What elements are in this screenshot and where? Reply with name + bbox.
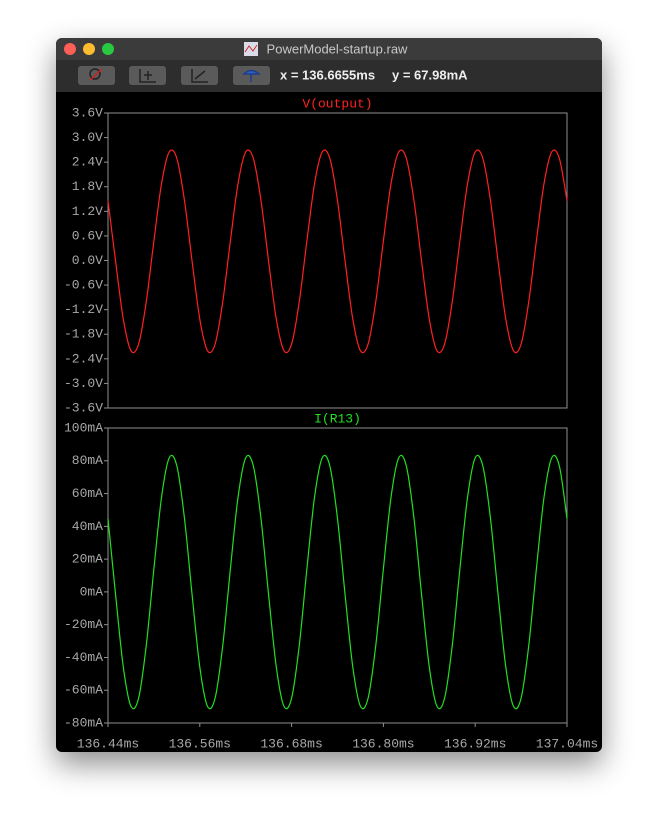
y-tick-label: 60mA: [72, 486, 103, 501]
y-tick-label: 1.2V: [72, 204, 103, 219]
title-bar: [56, 38, 602, 60]
window: PowerModel-startup.raw x = 136.6655ms y …: [56, 38, 602, 752]
plot-title: I(R13): [314, 411, 361, 426]
zoom-button[interactable]: [102, 43, 114, 55]
y-tick-label: 40mA: [72, 519, 103, 534]
y-tick-label: -3.6V: [64, 400, 103, 415]
x-tick-label: 136.80ms: [352, 736, 414, 751]
y-tick-label: 0.0V: [72, 253, 103, 268]
window-title: PowerModel-startup.raw: [267, 41, 408, 56]
y-tick-label: 0mA: [80, 584, 104, 599]
y-tick-label: -1.8V: [64, 327, 103, 342]
y-tick-label: 20mA: [72, 552, 103, 567]
cursor-y-readout: y = 67.98mA: [392, 67, 468, 82]
x-tick-label: 136.68ms: [260, 736, 322, 751]
cursor-x-readout: x = 136.6655ms: [280, 67, 375, 82]
y-tick-label: -60mA: [64, 683, 103, 698]
y-tick-label: 3.6V: [72, 105, 103, 120]
y-tick-label: 1.8V: [72, 179, 103, 194]
plot-frame: [107, 427, 568, 724]
zoom-icon: [89, 68, 101, 80]
toolbar-buttons: [78, 66, 270, 85]
x-tick-label: 137.04ms: [536, 736, 598, 751]
x-tick-label: 136.56ms: [169, 736, 231, 751]
pan-icon: [191, 69, 208, 83]
y-tick-label: -20mA: [64, 617, 103, 632]
y-tick-label: 2.4V: [72, 155, 103, 170]
y-tick-label: -0.6V: [64, 278, 103, 293]
close-button[interactable]: [64, 43, 76, 55]
probe-icon: [242, 69, 261, 82]
file-icon-graph: [244, 44, 258, 53]
y-tick-label: -3.0V: [64, 376, 103, 391]
y-tick-label: 100mA: [64, 420, 103, 435]
zoom-icon-strike: [89, 68, 103, 81]
y-tick-label: 3.0V: [72, 130, 103, 145]
zoom-tool-button[interactable]: [78, 66, 115, 85]
window-canvas: PowerModel-startup.raw x = 136.6655ms y …: [56, 38, 602, 751]
plots: V(output) 3.6V 3.0V 2.4V 1.8V 1.2V 0.6V 0.0V -0.…: [64, 96, 598, 751]
trace: [107, 454, 568, 710]
x-tick-label: 136.44ms: [77, 736, 139, 751]
y-tick-label: 80mA: [72, 453, 103, 468]
trace: [107, 149, 568, 354]
x-tick-label: 136.92ms: [444, 736, 506, 751]
y-tick-label: -40mA: [64, 650, 103, 665]
minimize-button[interactable]: [83, 43, 95, 55]
y-tick-label: -2.4V: [64, 351, 103, 366]
plot-title: V(output): [302, 96, 372, 111]
y-tick-label: 0.6V: [72, 228, 103, 243]
fit-icon: [139, 69, 156, 83]
y-tick-label: -1.2V: [64, 302, 103, 317]
y-tick-label: -80mA: [64, 715, 103, 730]
